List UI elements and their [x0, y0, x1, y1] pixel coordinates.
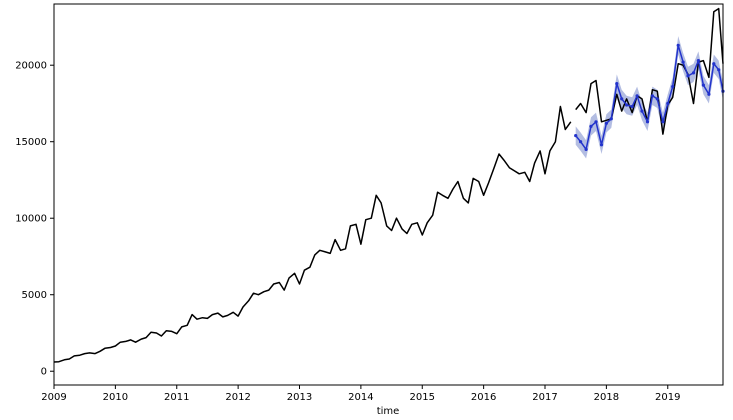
x-tick-label: 2010 — [103, 392, 128, 403]
forecast-point — [625, 103, 629, 107]
y-tick-label: 5000 — [22, 290, 47, 301]
x-tick-label: 2015 — [410, 392, 435, 403]
forecast-point — [712, 62, 716, 66]
forecast-point — [645, 120, 650, 124]
y-axis: 0 5000 10000 15000 20000 — [15, 61, 54, 378]
y-tick-label: 20000 — [15, 61, 47, 72]
x-tick-label: 2011 — [164, 392, 189, 403]
forecast-point — [609, 117, 613, 121]
forecast-point — [717, 68, 721, 72]
x-tick-label: 2017 — [532, 392, 557, 403]
forecast-point — [635, 94, 639, 98]
x-tick-label: 2013 — [287, 392, 312, 403]
y-tick-label: 15000 — [15, 137, 47, 148]
forecast-point — [671, 85, 675, 89]
forecast-confidence-band — [575, 36, 723, 159]
x-tick-label: 2012 — [225, 392, 250, 403]
forecast-point — [650, 94, 655, 98]
forecast-point — [661, 120, 665, 124]
forecast-point — [604, 121, 609, 125]
forecast-point — [620, 97, 624, 101]
forecast-point — [686, 74, 690, 78]
x-tick-label: 2019 — [655, 392, 680, 403]
forecast-point — [681, 60, 685, 64]
forecast-point — [640, 109, 644, 113]
forecast-point — [707, 92, 711, 96]
forecast-point — [666, 101, 670, 106]
forecast-point — [696, 59, 701, 63]
x-tick-label: 2018 — [594, 392, 619, 403]
y-tick-label: 10000 — [15, 214, 47, 225]
y-tick-label: 0 — [41, 367, 47, 378]
forecast-point — [676, 43, 680, 47]
x-tick-label: 2016 — [471, 392, 496, 403]
forecast-band-layer — [575, 36, 723, 159]
x-axis: 2009 2010 2011 2012 2013 2014 2015 2016 2017 2018… — [41, 385, 680, 403]
forecast-point — [615, 82, 619, 86]
forecast-point — [701, 83, 706, 87]
x-tick-label: 2009 — [41, 392, 66, 403]
x-tick-label: 2014 — [348, 392, 373, 403]
forecast-point — [574, 134, 578, 138]
forecast-point — [579, 140, 583, 144]
forecast-point — [655, 97, 659, 101]
forecast-point — [630, 104, 634, 109]
forecast-point — [589, 124, 593, 128]
series-layer — [53, 7, 725, 363]
observed-line-0 — [53, 105, 572, 363]
forecast-point — [691, 71, 696, 75]
forecast-point — [594, 120, 598, 124]
x-axis-label: time — [377, 406, 400, 417]
forecast-point — [584, 147, 588, 151]
forecast-line — [575, 44, 724, 151]
forecast-point — [599, 143, 604, 147]
plot-frame — [53, 3, 724, 386]
